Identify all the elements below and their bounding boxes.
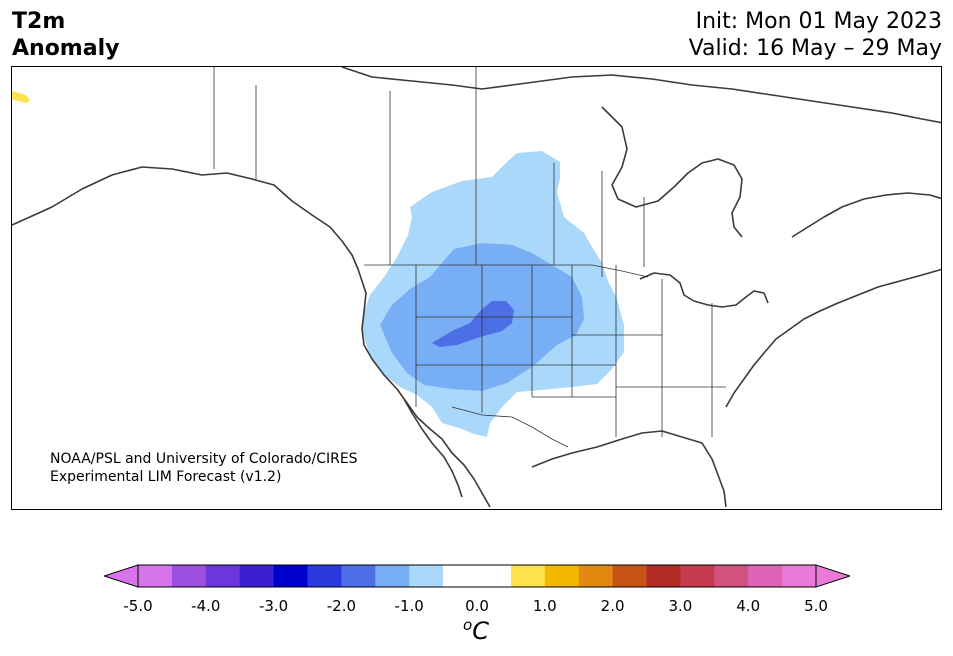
colorbar-cell — [578, 565, 614, 587]
colorbar-tick-label: 1.0 — [532, 597, 557, 615]
colorbar-tick-label: 2.0 — [600, 597, 625, 615]
colorbar-tick-label: -1.0 — [394, 597, 424, 615]
baja-peninsula — [403, 398, 463, 498]
colorbar-tick-label: -5.0 — [123, 597, 153, 615]
labrador — [791, 192, 941, 238]
credit-line1: NOAA/PSL and University of Colorado/CIRE… — [50, 451, 358, 467]
colorbar-cell — [239, 565, 275, 587]
colorbar-unit: oC — [463, 616, 489, 645]
colorbar-cell — [171, 565, 207, 587]
colorbar-cell — [307, 565, 342, 587]
us-mexico-border — [451, 406, 569, 448]
colorbar-over-arrow — [815, 564, 850, 588]
anomaly-yellow-arctic — [12, 91, 30, 103]
title-variable: T2m — [12, 9, 66, 34]
map-svg — [12, 67, 941, 508]
coastlines-borders — [12, 67, 941, 508]
colorbar-tick-label: 3.0 — [668, 597, 693, 615]
map-panel: NOAA/PSL and University of Colorado/CIRE… — [11, 66, 942, 510]
colorbar-cell — [375, 565, 410, 587]
init-date: Init: Mon 01 May 2023 — [695, 9, 942, 34]
map-title: T2m Anomaly — [12, 8, 119, 62]
canada-provinces — [213, 67, 645, 277]
colorbar-cell — [273, 565, 308, 587]
colorbar-cell — [477, 565, 512, 587]
atlantic-coast — [725, 268, 941, 408]
hudson-bay — [601, 106, 743, 238]
colorbar-tick-label: 4.0 — [736, 597, 761, 615]
colorbar-cell — [748, 565, 783, 587]
political-borders — [213, 67, 726, 448]
colorbar-cell — [680, 565, 715, 587]
gulf-coast — [531, 430, 727, 508]
colorbar-cell — [544, 565, 580, 587]
unit-degree: o — [463, 616, 473, 634]
colorbar-tick-label: 5.0 — [804, 597, 828, 615]
colorbar-cell — [341, 565, 376, 587]
colorbar-cell — [409, 565, 444, 587]
valid-range: Valid: 16 May – 29 May — [688, 36, 942, 61]
colorbar-outline — [137, 564, 817, 588]
colorbar-tick-label: 0.0 — [465, 597, 489, 615]
title-field: Anomaly — [12, 36, 120, 61]
colorbar-cell — [612, 565, 647, 587]
state-lines — [415, 265, 726, 437]
colorbar-cell — [714, 565, 749, 587]
colorbar-tick-label: -3.0 — [258, 597, 289, 615]
colorbar-cell — [205, 565, 241, 587]
pacific-coast — [12, 166, 491, 508]
anomaly-dark-blue — [432, 301, 514, 347]
colorbar-tick-label: -4.0 — [191, 597, 221, 615]
credit-line2: Experimental LIM Forecast (v1.2) — [50, 469, 282, 485]
colorbar-under-arrow — [104, 564, 139, 588]
colorbar-cell — [646, 565, 681, 587]
colorbar-cell — [443, 565, 478, 587]
colorbar — [104, 564, 850, 588]
colorbar-tick-label: -2.0 — [326, 597, 357, 615]
great-lakes — [639, 272, 769, 308]
forecast-dates: Init: Mon 01 May 2023 Valid: 16 May – 29… — [689, 8, 942, 62]
arctic-islands — [341, 67, 941, 124]
colorbar-cell — [510, 565, 546, 587]
colorbar-cells — [138, 565, 817, 587]
colorbar-cell — [782, 565, 817, 587]
unit-celsius: C — [472, 617, 489, 645]
colorbar-cell — [138, 565, 173, 587]
credit-text: NOAA/PSL and University of Colorado/CIRE… — [50, 450, 358, 486]
